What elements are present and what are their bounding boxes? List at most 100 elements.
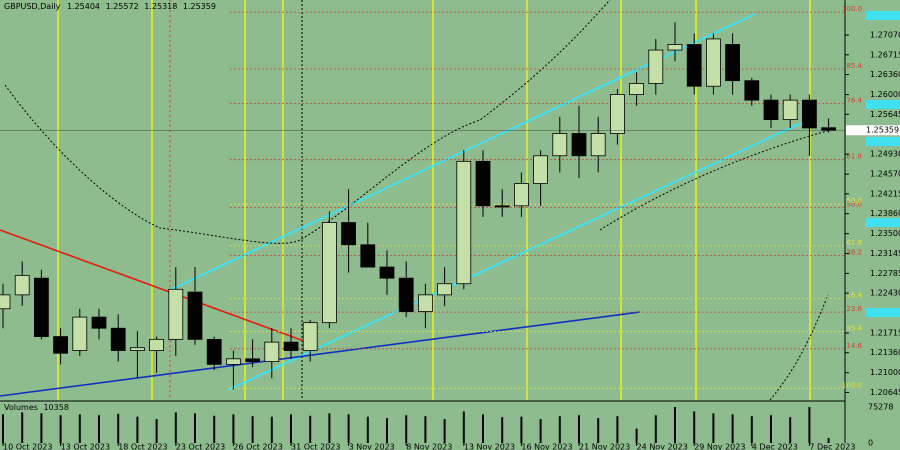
candle-body bbox=[610, 94, 625, 134]
ohlc-close: 1.25359 bbox=[183, 2, 216, 11]
candle-body bbox=[398, 277, 414, 312]
trend-line bbox=[0, 311, 641, 397]
x-tick-label: 16 Nov 2023 bbox=[521, 443, 572, 450]
candle-body bbox=[437, 283, 453, 296]
y-tick-label: 1.24570 bbox=[870, 170, 900, 179]
y-tick-label: 1.22430 bbox=[870, 289, 900, 298]
header: GBPUSD,Daily 1.25404 1.25572 1.25318 1.2… bbox=[4, 2, 216, 11]
candle-body bbox=[475, 160, 491, 207]
x-tick-label: 23 Oct 2023 bbox=[176, 443, 225, 450]
x-tick-label: 24 Nov 2023 bbox=[637, 443, 688, 450]
candle-body bbox=[72, 316, 88, 351]
y-tick-label: 1.26360 bbox=[870, 70, 900, 79]
fib-label: 23.6 bbox=[846, 305, 862, 313]
x-tick-label: 4 Dec 2023 bbox=[752, 443, 798, 450]
x-tick-label: 13 Nov 2023 bbox=[464, 443, 515, 450]
candle-body bbox=[34, 277, 49, 337]
fib-label: 100.0 bbox=[842, 381, 862, 389]
candle-body bbox=[14, 274, 30, 296]
last-price-label: 1.25359 bbox=[866, 126, 899, 135]
x-tick-label: 31 Oct 2023 bbox=[291, 443, 340, 450]
fib-label: 61.8 bbox=[846, 239, 862, 247]
candle-body bbox=[533, 155, 548, 184]
y-tick-label: 1.26715 bbox=[870, 50, 900, 59]
candle-body bbox=[225, 358, 241, 365]
candle-body bbox=[648, 49, 664, 84]
x-tick-label: 21 Nov 2023 bbox=[579, 443, 630, 450]
y-tick-label: 1.27070 bbox=[870, 31, 900, 40]
candle-body bbox=[571, 133, 587, 157]
y-tick-label: 1.22785 bbox=[870, 269, 900, 278]
candle-body bbox=[514, 183, 529, 207]
y-tick-label: 1.20645 bbox=[870, 388, 900, 397]
volume-tick-label: 0 bbox=[868, 439, 873, 448]
candle-body bbox=[53, 336, 68, 354]
x-tick-label: 3 Nov 2023 bbox=[349, 443, 395, 450]
x-tick-label: 10 Oct 2023 bbox=[3, 443, 52, 450]
y-tick-label: 1.24930 bbox=[870, 150, 900, 159]
candle-body bbox=[341, 222, 357, 246]
envelope bbox=[599, 129, 831, 231]
candle-body bbox=[149, 338, 165, 351]
symbol: GBPUSD,Daily bbox=[4, 2, 61, 11]
candle-body bbox=[706, 38, 721, 87]
fib-label: 50.0 bbox=[846, 201, 862, 209]
candle-body bbox=[456, 160, 472, 285]
candle-body bbox=[0, 294, 11, 310]
ohlc-open: 1.25404 bbox=[67, 2, 100, 11]
x-tick-label: 13 Oct 2023 bbox=[61, 443, 110, 450]
y-tick-label: 1.23860 bbox=[870, 209, 900, 218]
y-tick-label: 1.23145 bbox=[870, 249, 900, 258]
y-tick-label: 1.24215 bbox=[870, 189, 900, 198]
x-tick-label: 18 Oct 2023 bbox=[118, 443, 167, 450]
candle-body bbox=[245, 358, 261, 363]
volume-tick-label: 75278 bbox=[868, 403, 893, 412]
candle-body bbox=[782, 99, 798, 121]
candle-body bbox=[802, 99, 817, 129]
candle-body bbox=[417, 294, 433, 312]
candle-body bbox=[91, 316, 107, 329]
candle-body bbox=[725, 44, 740, 82]
candle-body bbox=[379, 266, 395, 279]
volume-title: Volumes bbox=[4, 403, 38, 412]
y-tick-label: 1.23500 bbox=[870, 229, 900, 238]
candle-body bbox=[667, 44, 683, 51]
object-markers bbox=[866, 11, 900, 317]
y-tick-label: 1.21000 bbox=[870, 368, 900, 377]
volume-header: Volumes 10358 bbox=[4, 403, 69, 412]
fib-label: 76.4 bbox=[846, 96, 862, 104]
y-tick-label: 1.21715 bbox=[870, 328, 900, 337]
ohlc-high: 1.25572 bbox=[106, 2, 139, 11]
candle-body bbox=[590, 133, 606, 157]
candle-body bbox=[494, 205, 510, 208]
candle-body bbox=[168, 288, 184, 340]
envelope bbox=[769, 294, 829, 401]
trend-line bbox=[0, 229, 316, 346]
x-tick-label: 7 Dec 2023 bbox=[809, 443, 855, 450]
ohlc-low: 1.25318 bbox=[144, 2, 177, 11]
last-price-box bbox=[846, 125, 900, 136]
x-tick-label: 26 Oct 2023 bbox=[233, 443, 282, 450]
candle-body bbox=[821, 127, 836, 131]
candle-body bbox=[629, 83, 644, 95]
envelope bbox=[4, 0, 611, 244]
candle-body bbox=[302, 322, 318, 351]
y-tick-label: 1.21360 bbox=[870, 348, 900, 357]
candle-body bbox=[552, 133, 568, 157]
y-tick-label: 1.26000 bbox=[870, 90, 900, 99]
candle-body bbox=[321, 222, 337, 324]
x-tick-label: 8 Nov 2023 bbox=[406, 443, 452, 450]
fib-label: 38.2 bbox=[846, 248, 862, 256]
candle-body bbox=[283, 341, 299, 351]
fib-label: 14.6 bbox=[846, 342, 862, 350]
fib-label: 85.4 bbox=[846, 62, 862, 70]
fib-label: 50.0 bbox=[846, 197, 862, 205]
x-tick-label: 29 Nov 2023 bbox=[694, 443, 745, 450]
fib-label: 85.4 bbox=[846, 325, 862, 333]
channel-line bbox=[227, 117, 813, 391]
candle-body bbox=[360, 244, 376, 268]
candle-body bbox=[129, 347, 145, 351]
candle-body bbox=[686, 44, 702, 87]
